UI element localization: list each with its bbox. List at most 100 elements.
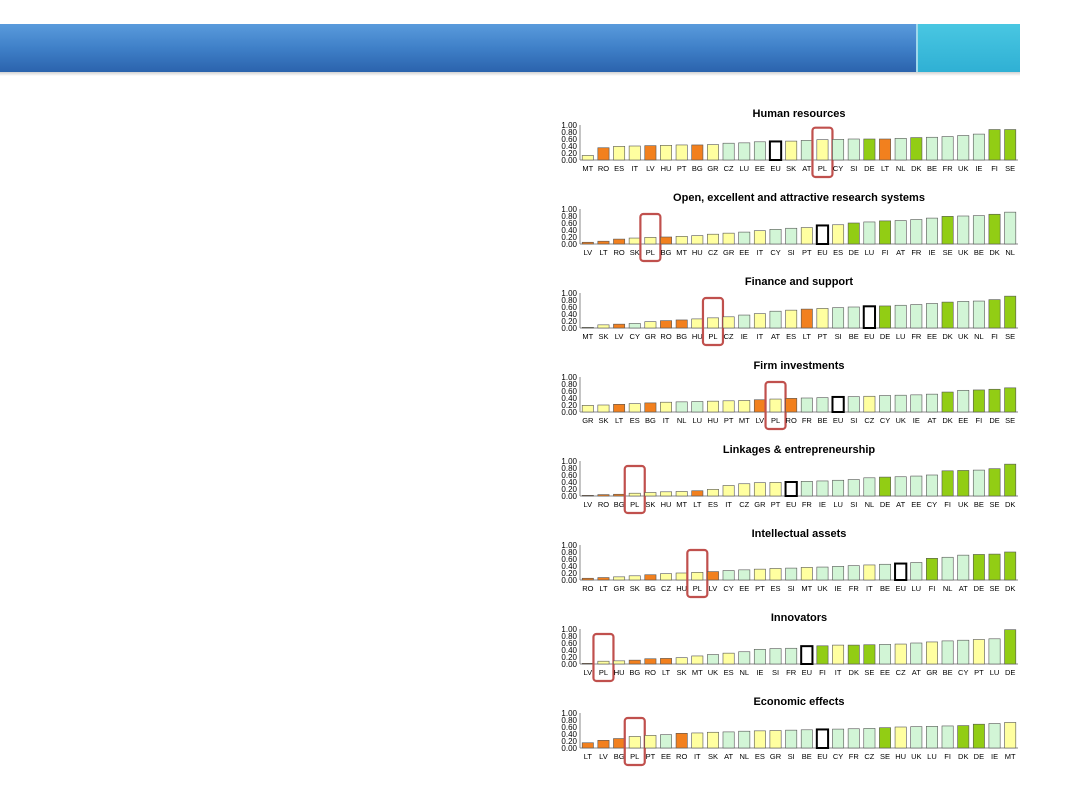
x-tick-label: GR xyxy=(723,248,735,257)
x-tick-label: HU xyxy=(692,332,703,341)
bar-si xyxy=(785,567,798,581)
x-tick-label: PL xyxy=(693,584,702,593)
bar-mt xyxy=(1004,722,1017,749)
bar-bg xyxy=(660,236,672,245)
bar-se xyxy=(941,216,954,245)
x-tick-label: DE xyxy=(974,752,984,761)
x-tick-label: LT xyxy=(662,668,671,677)
y-tick-label: 0.20 xyxy=(561,569,577,578)
x-tick-label: EU xyxy=(817,248,827,257)
bar-dk xyxy=(910,137,923,161)
x-tick-label: DK xyxy=(849,668,859,677)
chart-title: Economic effects xyxy=(753,696,844,708)
x-tick-label: EE xyxy=(661,752,671,761)
x-tick-label: GR xyxy=(645,332,657,341)
bar-pl xyxy=(628,492,641,497)
x-tick-label: UK xyxy=(817,584,827,593)
x-tick-label: BG xyxy=(692,164,703,173)
chart-title: Finance and support xyxy=(745,276,854,288)
x-tick-label: BE xyxy=(880,584,890,593)
y-tick-label: 1.00 xyxy=(561,709,577,718)
y-tick-label: 0.40 xyxy=(561,478,577,487)
bar-eu xyxy=(784,481,798,497)
title-bar xyxy=(0,24,1020,72)
bar-ro xyxy=(597,494,610,497)
bar-dk xyxy=(941,301,954,329)
x-tick-label: SE xyxy=(1005,332,1015,341)
y-tick-label: 0.00 xyxy=(561,660,577,669)
x-tick-label: PL xyxy=(708,332,717,341)
y-tick-label: 0.80 xyxy=(561,296,577,305)
chart-panel-4: Firm investments 1.000.800.600.400.200.00… xyxy=(561,360,1018,431)
bar-it xyxy=(753,230,766,245)
bar-lu xyxy=(988,638,1001,665)
bar-gr xyxy=(722,232,735,245)
bar-eu xyxy=(800,645,814,666)
bar-eu xyxy=(815,728,830,749)
bar-cz xyxy=(894,643,907,665)
x-tick-label: LT xyxy=(599,584,608,593)
bar-bg xyxy=(613,493,626,497)
bar-sk xyxy=(597,324,610,329)
y-tick-label: 0.60 xyxy=(561,135,577,144)
x-tick-label: UK xyxy=(958,164,968,173)
x-tick-label: SE xyxy=(880,752,890,761)
bar-hu xyxy=(691,235,704,245)
bar-fi xyxy=(879,220,891,245)
bar-nl xyxy=(1004,211,1017,245)
y-tick-label: 0.00 xyxy=(561,492,577,501)
x-tick-label: NL xyxy=(1005,248,1015,257)
x-tick-label: MT xyxy=(582,332,593,341)
x-tick-label: BG xyxy=(614,752,625,761)
x-tick-label: FR xyxy=(849,752,860,761)
bar-fr xyxy=(847,728,860,749)
bar-se xyxy=(1004,295,1017,329)
x-tick-label: CY xyxy=(833,752,843,761)
bar-fr xyxy=(800,397,813,413)
bar-at xyxy=(894,220,907,245)
x-tick-label: MT xyxy=(739,416,750,425)
bar-lv xyxy=(644,145,657,161)
bar-nl xyxy=(894,137,907,161)
bar-pl xyxy=(691,571,704,581)
bar-mt xyxy=(581,155,594,161)
x-tick-label: FI xyxy=(991,164,998,173)
x-tick-label: DE xyxy=(989,416,999,425)
bar-cy xyxy=(832,728,845,749)
x-tick-label: EU xyxy=(833,416,843,425)
x-tick-label: EU xyxy=(770,164,780,173)
x-tick-label: RO xyxy=(786,416,797,425)
x-tick-label: LU xyxy=(865,248,875,257)
bar-si xyxy=(847,479,860,497)
chart-title: Open, excellent and attractive research … xyxy=(673,192,925,204)
bar-sk xyxy=(628,575,641,581)
bar-uk xyxy=(957,135,970,161)
chart-panel-1: Human resources 1.000.800.600.400.200.00 M… xyxy=(561,108,1018,179)
y-tick-label: 0.20 xyxy=(561,149,577,158)
y-tick-label: 0.40 xyxy=(561,394,577,403)
x-tick-label: LV xyxy=(756,416,765,425)
bar-uk xyxy=(910,726,923,749)
x-tick-label: RO xyxy=(598,164,609,173)
y-tick-label: 0.60 xyxy=(561,471,577,480)
bar-it xyxy=(832,644,845,665)
x-tick-label: SE xyxy=(1005,416,1015,425)
x-tick-label: DK xyxy=(989,248,999,257)
bar-lu xyxy=(738,142,751,161)
bar-it xyxy=(863,564,876,581)
highlight-box-pl xyxy=(592,632,615,683)
x-tick-label: FI xyxy=(929,584,936,593)
bar-pt xyxy=(800,227,813,245)
bar-dk xyxy=(847,644,860,665)
bar-ie xyxy=(753,648,766,665)
y-tick-label: 0.80 xyxy=(561,464,577,473)
bar-sk xyxy=(597,404,610,413)
bar-si xyxy=(785,227,798,245)
x-tick-label: IT xyxy=(694,752,701,761)
x-tick-label: NL xyxy=(739,752,749,761)
y-tick-label: 0.40 xyxy=(561,562,577,571)
y-tick-label: 0.20 xyxy=(561,737,577,746)
bar-cy xyxy=(769,228,782,245)
bar-si xyxy=(769,648,782,665)
bar-hu xyxy=(675,572,688,581)
